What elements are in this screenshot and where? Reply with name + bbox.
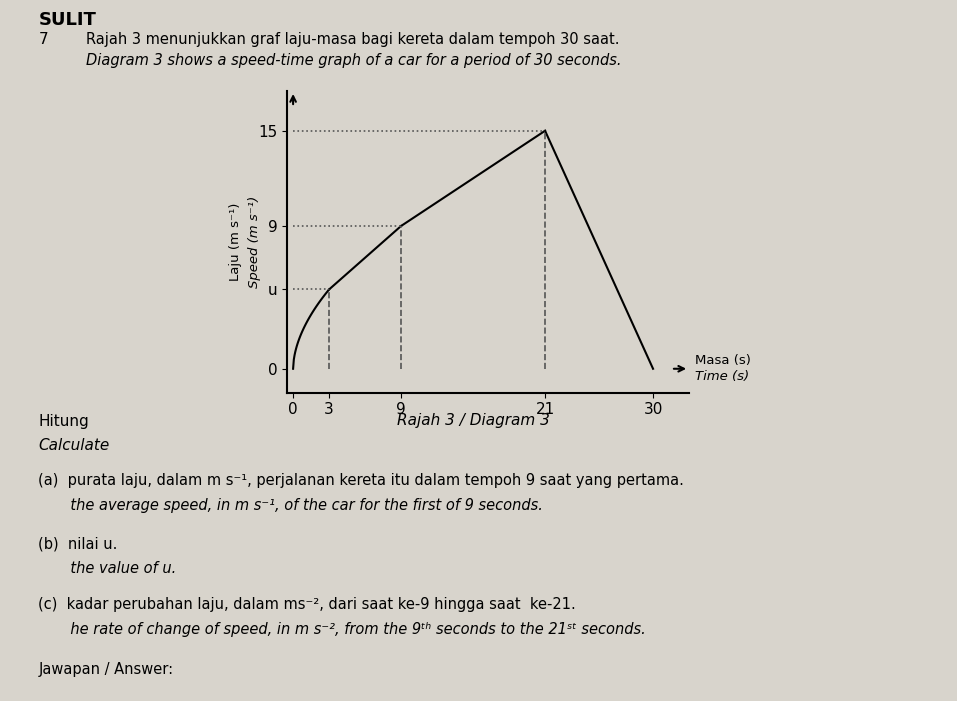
- Text: the value of u.: the value of u.: [38, 561, 176, 576]
- Text: the average speed, in m s⁻¹, of the car for the first of 9 seconds.: the average speed, in m s⁻¹, of the car …: [38, 498, 544, 512]
- Text: Calculate: Calculate: [38, 438, 109, 453]
- Text: (a)  purata laju, dalam m s⁻¹, perjalanan kereta itu dalam tempoh 9 saat yang pe: (a) purata laju, dalam m s⁻¹, perjalanan…: [38, 473, 684, 488]
- Text: Laju (m s⁻¹): Laju (m s⁻¹): [229, 203, 242, 281]
- Text: Rajah 3 / Diagram 3: Rajah 3 / Diagram 3: [396, 413, 549, 428]
- Text: Diagram 3 shows a speed-time graph of a car for a period of 30 seconds.: Diagram 3 shows a speed-time graph of a …: [86, 53, 622, 67]
- Text: Masa (s): Masa (s): [695, 354, 751, 367]
- Text: Jawapan / Answer:: Jawapan / Answer:: [38, 662, 173, 677]
- Text: 7: 7: [38, 32, 48, 46]
- Text: Time (s): Time (s): [695, 370, 749, 383]
- Text: he rate of change of speed, in m s⁻², from the 9ᵗʰ seconds to the 21ˢᵗ seconds.: he rate of change of speed, in m s⁻², fr…: [38, 622, 646, 637]
- Text: (c)  kadar perubahan laju, dalam ms⁻², dari saat ke-9 hingga saat  ke-21.: (c) kadar perubahan laju, dalam ms⁻², da…: [38, 597, 576, 612]
- Text: Hitung: Hitung: [38, 414, 89, 428]
- Text: Speed (m s⁻¹): Speed (m s⁻¹): [248, 196, 261, 288]
- Text: (b)  nilai u.: (b) nilai u.: [38, 536, 118, 551]
- Text: SULIT: SULIT: [38, 11, 96, 29]
- Text: Rajah 3 menunjukkan graf laju-masa bagi kereta dalam tempoh 30 saat.: Rajah 3 menunjukkan graf laju-masa bagi …: [86, 32, 619, 46]
